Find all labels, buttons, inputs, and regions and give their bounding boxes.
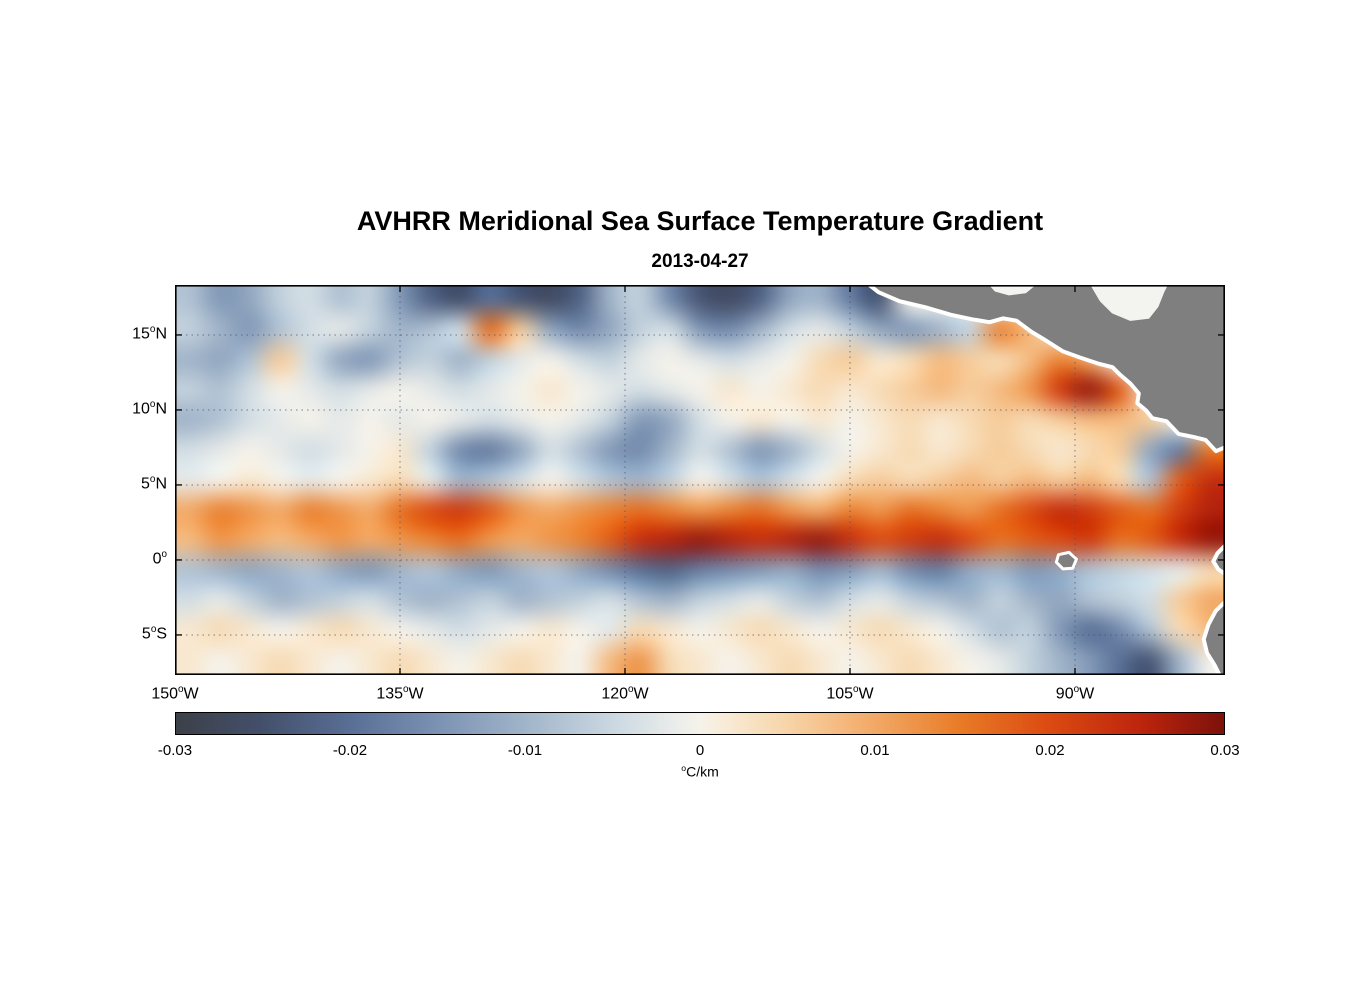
colorbar [175, 712, 1225, 735]
chart-subtitle: 2013-04-27 [651, 251, 749, 272]
y-tick-label: 15oN [132, 323, 167, 343]
colorbar-unit-label: oC/km [681, 763, 719, 780]
water-notch [989, 285, 1036, 296]
heatmap-canvas [175, 285, 1225, 675]
colorbar-tick-label: -0.01 [507, 742, 543, 759]
colorbar-tick-label: 0 [695, 742, 705, 759]
x-tick-label: 120oW [601, 684, 649, 703]
colorbar-tick-label: 0.02 [1035, 742, 1065, 759]
y-tick-label: 5oS [141, 623, 167, 643]
colorbar-tick-label: 0.01 [860, 742, 890, 759]
x-tick-label: 135oW [376, 684, 424, 703]
land-polygon [1201, 599, 1225, 675]
y-tick-label: 10oN [132, 398, 167, 418]
x-tick-label: 105oW [826, 684, 874, 703]
x-tick-label: 150oW [151, 684, 199, 703]
chart-title: AVHRR Meridional Sea Surface Temperature… [356, 206, 1044, 236]
plot-border [175, 285, 1225, 675]
x-tick-label: 90oW [1055, 684, 1095, 703]
island-polygon [1054, 550, 1078, 571]
land-polygon [866, 285, 1225, 454]
colorbar-tick-label: -0.03 [157, 742, 193, 759]
map-plot-area [175, 285, 1225, 675]
colorbar-tick-label: -0.02 [332, 742, 368, 759]
colorbar-tick-label: 0.03 [1210, 742, 1240, 759]
map-overlay [175, 285, 1225, 675]
y-tick-label: 5oN [141, 473, 167, 493]
y-tick-label: 0o [152, 548, 167, 568]
